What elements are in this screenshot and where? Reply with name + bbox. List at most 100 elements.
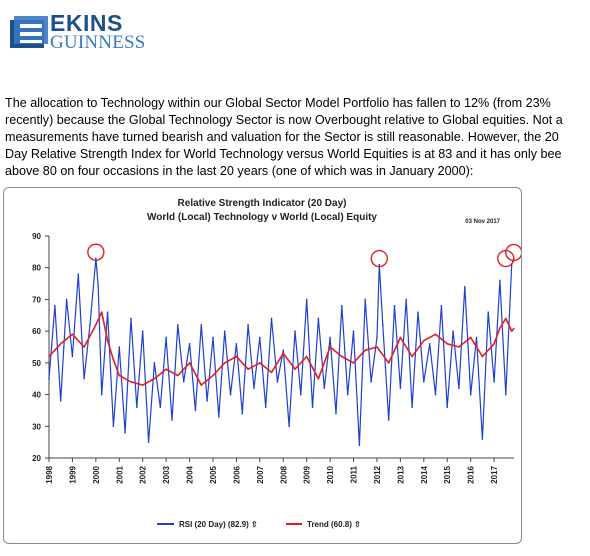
x-tick-label: 2004 bbox=[186, 465, 195, 483]
trend-data-point bbox=[130, 381, 132, 383]
y-tick-label: 90 bbox=[32, 232, 41, 241]
logo-text-guinness: GUINNESS bbox=[50, 32, 146, 53]
rsi-data-point bbox=[218, 415, 220, 418]
x-tick-label: 2017 bbox=[490, 465, 499, 483]
trend-data-point bbox=[200, 384, 203, 386]
rsi-data-point bbox=[253, 387, 255, 390]
overbought-highlight-circle bbox=[87, 243, 105, 261]
trend-data-point bbox=[83, 346, 85, 348]
trend-data-point bbox=[282, 352, 285, 355]
trend-data-point bbox=[352, 362, 355, 364]
rsi-data-point bbox=[288, 425, 290, 428]
rsi-data-point bbox=[264, 406, 267, 409]
rsi-data-point bbox=[223, 330, 226, 332]
rsi-data-point bbox=[428, 343, 431, 345]
trend-data-point bbox=[223, 362, 226, 364]
rsi-chart-svg: Relative Strength Indicator (20 Day) Wor… bbox=[32, 198, 521, 529]
rsi-data-point bbox=[112, 425, 115, 428]
y-tick-label: 80 bbox=[32, 264, 41, 273]
rsi-data-point bbox=[294, 330, 296, 332]
chart-date: 03 Nov 2017 bbox=[465, 219, 500, 225]
trend-data-point bbox=[364, 349, 367, 351]
rsi-data-point bbox=[89, 324, 91, 326]
rsi-data-point bbox=[475, 336, 478, 339]
rsi-data-point bbox=[229, 393, 232, 396]
overbought-highlight-circle bbox=[370, 249, 389, 268]
plot-area: 20 30 40 50 60 70 80 90 1998 1999 2000 2001 2002 2003… bbox=[32, 232, 521, 484]
x-tick-label: 2016 bbox=[467, 465, 476, 483]
rsi-data-point bbox=[481, 438, 484, 440]
rsi-data-point bbox=[147, 441, 150, 443]
rsi-data-point bbox=[499, 279, 501, 282]
trend-data-point bbox=[188, 362, 191, 364]
x-tick-label: 2012 bbox=[373, 465, 382, 483]
paragraph-line: The allocation to Technology within our … bbox=[5, 96, 551, 110]
rsi-data-point bbox=[411, 406, 413, 409]
y-tick-label: 20 bbox=[32, 454, 41, 463]
x-tick-label: 2005 bbox=[209, 465, 218, 483]
rsi-data-point bbox=[247, 324, 249, 326]
trend-data-point bbox=[247, 368, 249, 370]
rsi-data-point bbox=[346, 393, 349, 396]
x-tick-label: 2009 bbox=[303, 465, 312, 483]
trend-data-point bbox=[505, 317, 507, 320]
logo-mark-icon bbox=[10, 16, 48, 48]
trend-data-point bbox=[481, 355, 484, 358]
paragraph-line: recently) because the Global Technology … bbox=[5, 113, 563, 127]
rsi-data-point bbox=[323, 387, 326, 390]
rsi-data-point bbox=[399, 387, 402, 390]
rsi-data-point bbox=[464, 285, 466, 288]
trend-data-point bbox=[399, 336, 402, 339]
rsi-data-point bbox=[188, 343, 191, 345]
trend-data-point bbox=[499, 327, 501, 329]
rsi-data-point bbox=[200, 324, 203, 326]
trend-data-point bbox=[434, 333, 437, 336]
rsi-data-point bbox=[65, 298, 68, 301]
trend-data-point bbox=[153, 377, 156, 380]
trend-data-point bbox=[411, 355, 413, 358]
rsi-data-point bbox=[417, 311, 419, 313]
chart-subtitle: World (Local) Technology v World (Local)… bbox=[147, 212, 377, 223]
trend-data-point bbox=[141, 384, 144, 386]
trend-data-point bbox=[212, 374, 214, 377]
x-tick-label: 1998 bbox=[45, 465, 54, 483]
trend-data-point bbox=[469, 336, 472, 339]
x-tick-label: 2015 bbox=[443, 465, 452, 483]
trend-data-point bbox=[100, 311, 103, 313]
trend-data-point bbox=[446, 343, 449, 345]
body-paragraph: The allocation to Technology within our … bbox=[5, 95, 590, 180]
rsi-data-point bbox=[141, 330, 144, 332]
rsi-data-point bbox=[317, 317, 320, 320]
rsi-data-point bbox=[106, 311, 109, 313]
trend-data-point bbox=[165, 368, 167, 370]
trend-data-point bbox=[376, 346, 378, 348]
rsi-data-point bbox=[83, 377, 85, 380]
y-tick-label: 40 bbox=[32, 391, 41, 400]
x-tick-label: 2007 bbox=[256, 465, 265, 483]
trend-data-point bbox=[510, 330, 513, 332]
legend-label-trend: Trend (60.8) ⇧ bbox=[307, 520, 361, 529]
x-tick-label: 2011 bbox=[350, 465, 359, 483]
rsi-data-point bbox=[352, 330, 355, 332]
rsi-data-point bbox=[341, 304, 343, 307]
rsi-data-point bbox=[358, 444, 361, 447]
x-tick-label: 2010 bbox=[326, 465, 335, 483]
logo: EKINS GUINNESS bbox=[8, 8, 145, 54]
rsi-data-point bbox=[276, 381, 279, 383]
rsi-data-point bbox=[171, 419, 173, 421]
rsi-data-point bbox=[469, 393, 472, 396]
trend-data-point bbox=[493, 343, 495, 345]
trend-data-point bbox=[305, 355, 308, 358]
rsi-data-point bbox=[59, 400, 62, 402]
trend-data-point bbox=[112, 358, 115, 361]
rsi-data-point bbox=[95, 257, 97, 259]
rsi-data-point bbox=[159, 406, 162, 409]
rsi-data-point bbox=[493, 381, 495, 383]
rsi-data-point bbox=[382, 324, 384, 326]
logo-text-ekins: EKINS bbox=[50, 10, 123, 36]
rsi-data-point bbox=[423, 381, 425, 383]
rsi-data-point bbox=[434, 393, 437, 396]
trend-data-point bbox=[259, 362, 261, 364]
rsi-data-point bbox=[387, 419, 390, 421]
rsi-data-point bbox=[282, 349, 285, 351]
